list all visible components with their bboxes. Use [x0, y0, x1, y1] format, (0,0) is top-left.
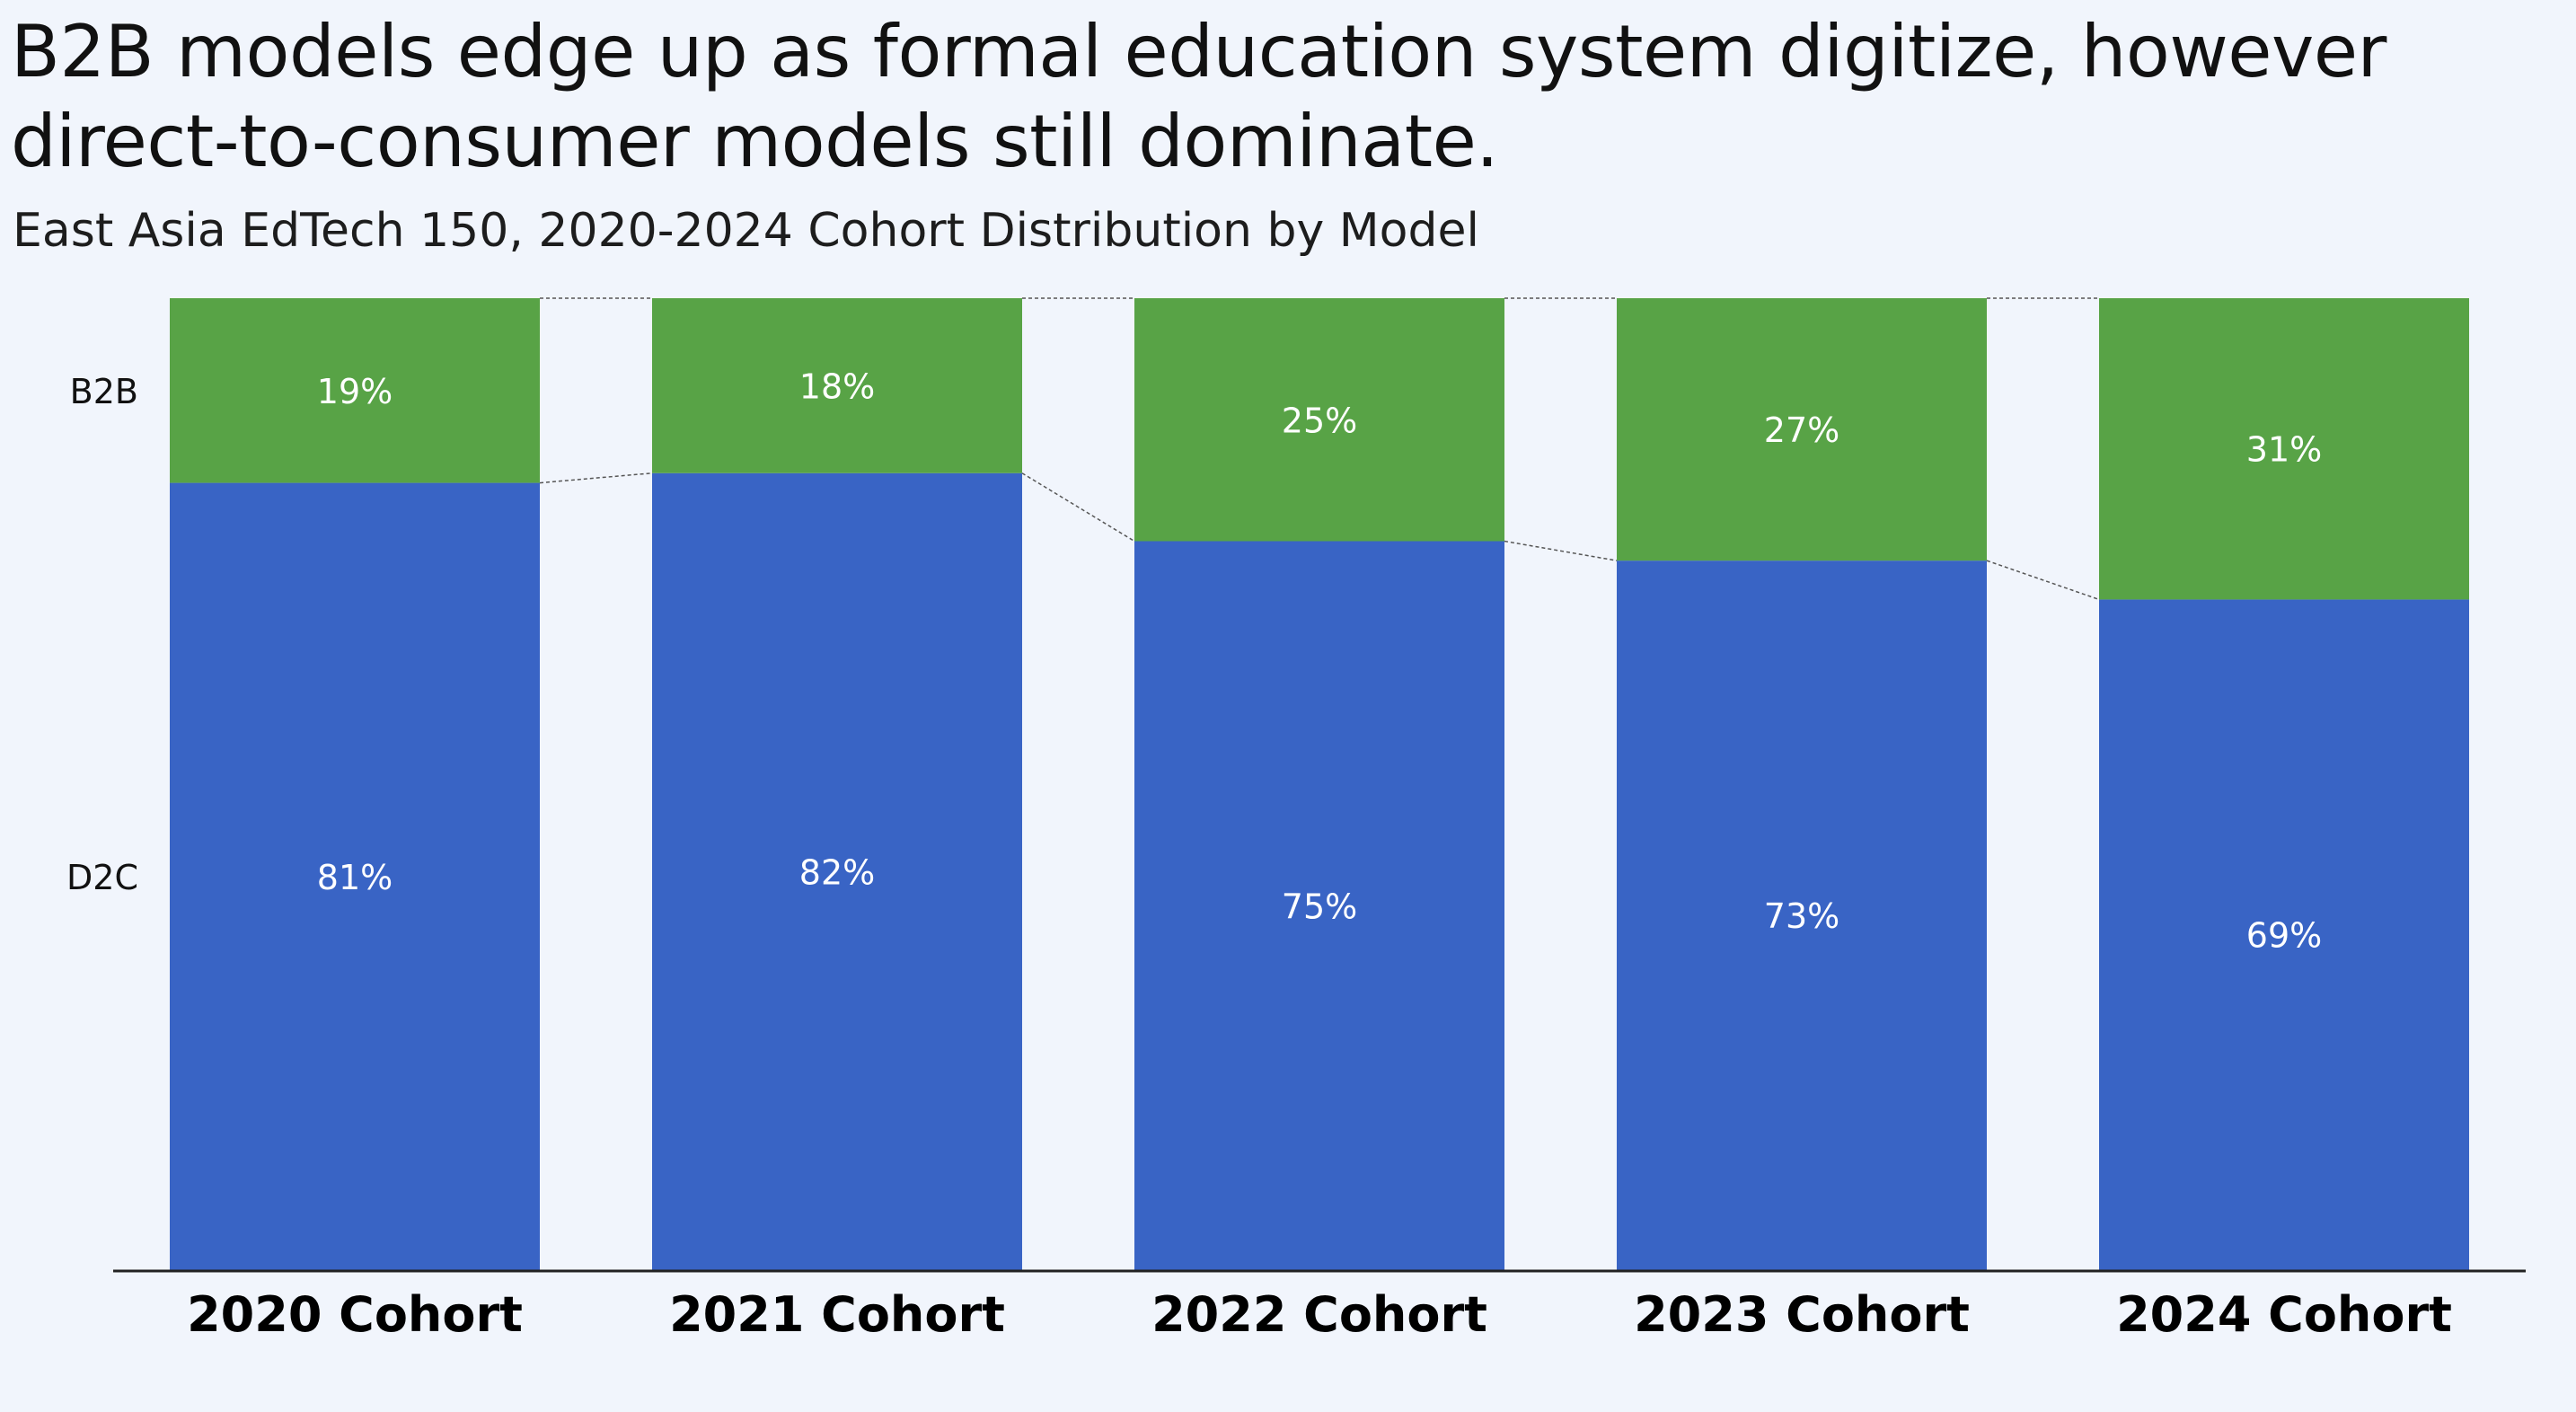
x-tick-label-2: 2022 Cohort [1151, 1286, 1487, 1343]
connector-split-1 [1021, 472, 1135, 543]
chart-subtitle: East Asia EdTech 150, 2020-2024 Cohort D… [13, 204, 1479, 258]
value-label-d2c-0: 81% [317, 858, 393, 897]
bar-d2c-0 [170, 482, 540, 1270]
value-label-d2c-1: 82% [799, 852, 875, 892]
bar-group [170, 298, 2469, 1270]
bar-b2b-4 [2099, 298, 2469, 600]
value-label-b2b-3: 27% [1764, 410, 1839, 450]
bar-b2b-0 [170, 298, 540, 483]
series-label-b2b: B2B [70, 372, 138, 411]
value-label-b2b-1: 18% [799, 366, 875, 406]
bar-b2b-1 [652, 298, 1022, 473]
bar-d2c-1 [652, 472, 1022, 1270]
bar-d2c-3 [1617, 560, 1987, 1270]
value-label-d2c-4: 69% [2246, 916, 2322, 956]
x-axis-labels: 2020 Cohort 2021 Cohort 2022 Cohort 2023 Co… [187, 1286, 2452, 1343]
x-tick-label-1: 2021 Cohort [669, 1286, 1005, 1343]
series-labels: B2B D2C [66, 372, 138, 897]
value-label-b2b-4: 31% [2246, 430, 2322, 470]
value-labels: 81% 19% 82% 18% 75% 25% 73% 27% 69% 31% [317, 366, 2322, 955]
connector-split-0 [539, 472, 653, 484]
value-label-b2b-0: 19% [317, 372, 393, 411]
series-label-d2c: D2C [66, 858, 138, 897]
x-tick-label-0: 2020 Cohort [187, 1286, 523, 1343]
connector-lines [539, 297, 2100, 601]
connector-split-3 [1986, 560, 2100, 601]
bar-d2c-2 [1134, 541, 1504, 1270]
value-label-d2c-3: 73% [1764, 896, 1839, 936]
x-tick-label-4: 2024 Cohort [2116, 1286, 2452, 1343]
x-tick-label-3: 2023 Cohort [1634, 1286, 1970, 1343]
connector-split-2 [1504, 540, 1618, 561]
bar-b2b-2 [1134, 298, 1504, 542]
bar-d2c-4 [2099, 599, 2469, 1270]
value-label-b2b-2: 25% [1282, 401, 1357, 440]
bar-b2b-3 [1617, 298, 1987, 561]
value-label-d2c-2: 75% [1282, 887, 1357, 926]
chart-headline: B2B models edge up as formal education s… [11, 10, 2386, 183]
